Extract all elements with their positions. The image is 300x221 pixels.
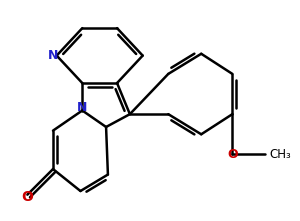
Text: N: N xyxy=(77,101,88,114)
Text: CH₃: CH₃ xyxy=(269,148,291,161)
Text: N: N xyxy=(48,49,58,62)
Text: O: O xyxy=(227,148,238,161)
Text: O: O xyxy=(21,190,33,204)
